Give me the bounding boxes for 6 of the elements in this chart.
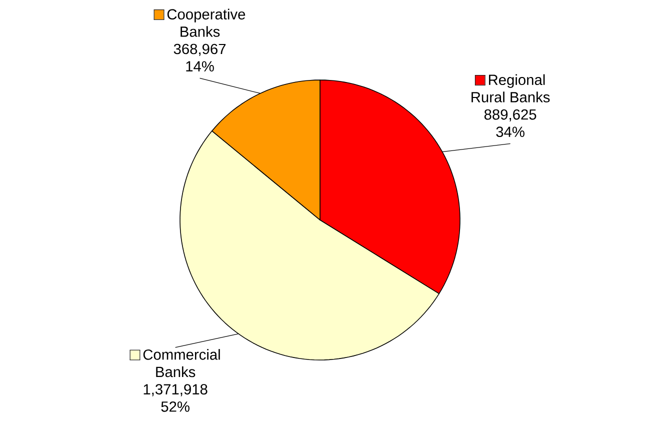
data-label: 368,967 14%	[174, 44, 226, 72]
data-label: 889,625 34%	[484, 109, 536, 137]
data-label: 1,371,918 52%	[144, 384, 208, 412]
legend-label: Cooperative Banks	[167, 8, 246, 37]
legend-label: Commercial Banks	[143, 348, 220, 378]
legend-label: Regional Rural Banks	[472, 74, 550, 102]
